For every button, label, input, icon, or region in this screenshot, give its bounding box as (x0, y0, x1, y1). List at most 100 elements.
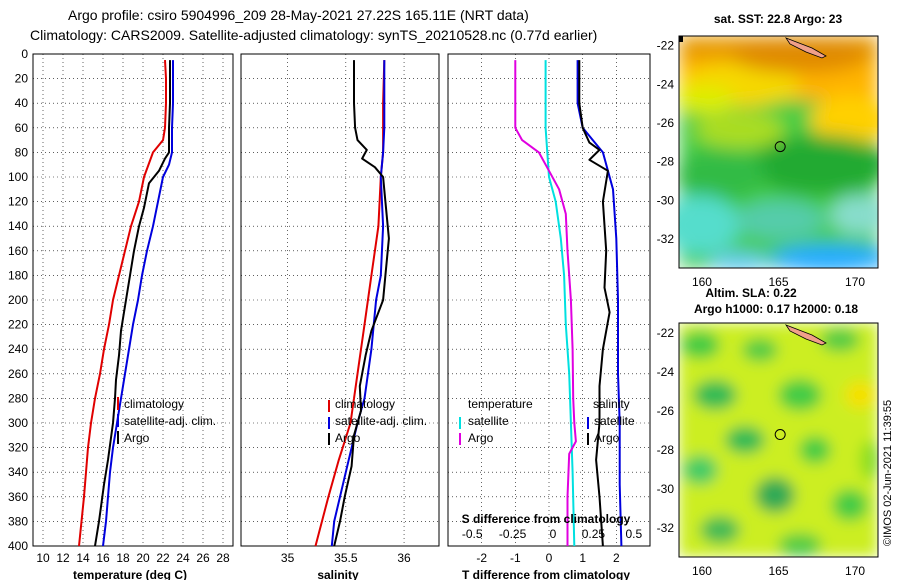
grid-layer (33, 54, 650, 546)
y-tick-label: 320 (8, 441, 28, 455)
map-x-tick-label: 160 (692, 564, 712, 578)
sla-argo-marker (774, 429, 786, 441)
top-x-tick-label: -0.25 (499, 527, 527, 541)
x-tick-label: -2 (476, 551, 487, 565)
x-tick-label: 36 (397, 551, 411, 565)
legend-label-argo: Argo (124, 431, 150, 445)
x-tick-label: 0 (546, 551, 553, 565)
x-tick-label: 35.5 (334, 551, 358, 565)
legend-label-t-satellite: satellite (468, 414, 509, 428)
y-tick-label: 0 (21, 47, 28, 61)
map-x-tick-label: 170 (845, 564, 865, 578)
y-tick-label: 80 (15, 145, 29, 159)
map-y-tick-label: -30 (657, 193, 675, 207)
salinity-xlabel: salinity (317, 568, 359, 580)
y-tick-label: 280 (8, 391, 28, 405)
map-y-tick-label: -22 (657, 326, 675, 340)
ticks-layer: 0204060801001201401601802002202402602803… (8, 39, 865, 578)
y-tick-label: 380 (8, 514, 28, 528)
difference-top-xlabel: S difference from climatology (462, 512, 631, 526)
sla-map-frame (678, 322, 879, 558)
x-tick-label: 16 (96, 551, 110, 565)
legend-title-temperature: temperature (468, 397, 533, 411)
series-line-t-satellite (544, 60, 576, 547)
map-y-tick-label: -32 (657, 232, 675, 246)
y-tick-label: 200 (8, 293, 28, 307)
map-y-tick-label: -24 (657, 77, 675, 91)
y-tick-label: 160 (8, 244, 28, 258)
sst-map-image (679, 36, 878, 268)
y-tick-label: 240 (8, 342, 28, 356)
sst-argo-marker (774, 141, 786, 153)
x-tick-label: 2 (613, 551, 620, 565)
legend-label-t-argo: Argo (468, 431, 494, 445)
y-tick-label: 340 (8, 465, 28, 479)
salinity-legend: climatology satellite-adj. clim. Argo (328, 397, 427, 445)
y-tick-label: 360 (8, 490, 28, 504)
map-x-tick-label: 170 (845, 275, 865, 289)
legend-label-climatology: climatology (335, 397, 395, 411)
x-tick-label: 22 (156, 551, 170, 565)
y-tick-label: 300 (8, 416, 28, 430)
y-tick-label: 120 (8, 195, 28, 209)
temperature-legend: climatology satellite-adj. clim. Argo (117, 397, 216, 445)
legend-label-satellite: satellite-adj. clim. (124, 414, 216, 428)
map-y-tick-label: -32 (657, 521, 675, 535)
x-tick-label: 12 (56, 551, 70, 565)
x-tick-label: -1 (510, 551, 521, 565)
temperature-xlabel: temperature (deg C) (73, 568, 187, 580)
y-tick-label: 60 (15, 121, 29, 135)
map-x-tick-label: 165 (768, 564, 788, 578)
y-tick-label: 100 (8, 170, 28, 184)
x-tick-label: 24 (176, 551, 190, 565)
map-x-tick-label: 160 (692, 275, 712, 289)
map-y-tick-label: -28 (657, 155, 675, 169)
series-line-satellite-adj-clim- (102, 60, 174, 547)
map-x-tick-label: 165 (768, 275, 788, 289)
legend-label-satellite: satellite-adj. clim. (335, 414, 427, 428)
sst-map-title: sat. SST: 22.8 Argo: 23 (714, 12, 843, 26)
x-tick-label: 26 (196, 551, 210, 565)
y-tick-label: 40 (15, 96, 29, 110)
top-x-tick-label: 0 (550, 527, 557, 541)
x-tick-label: 20 (136, 551, 150, 565)
y-tick-label: 180 (8, 268, 28, 282)
legend-label-argo: Argo (335, 431, 361, 445)
legend-label-s-argo: Argo (594, 431, 620, 445)
sla-map-title: Altim. SLA: 0.22 (705, 286, 797, 300)
difference-xlabel: T difference from climatology (462, 568, 630, 580)
x-tick-label: 1 (579, 551, 586, 565)
legend-title-salinity: salinity (593, 397, 630, 411)
top-x-tick-label: -0.5 (462, 527, 483, 541)
series-line-argo (94, 60, 171, 547)
figure-title-line2: Climatology: CARS2009. Satellite-adjuste… (30, 27, 597, 43)
copyright-stamp: ©IMOS 02-Jun-2021 11:39:55 (882, 400, 894, 546)
series-line-s-argo (578, 60, 611, 547)
map-y-tick-label: -30 (657, 482, 675, 496)
x-tick-label: 14 (76, 551, 90, 565)
map-y-tick-label: -26 (657, 116, 675, 130)
map-y-tick-label: -28 (657, 443, 675, 457)
y-tick-label: 20 (15, 72, 29, 86)
sst-map-frame (678, 35, 879, 269)
sla-map-subtitle: Argo h1000: 0.17 h2000: 0.18 (694, 302, 858, 316)
map-y-tick-label: -26 (657, 404, 675, 418)
map-y-tick-label: -24 (657, 365, 675, 379)
y-tick-label: 260 (8, 367, 28, 381)
legend-label-climatology: climatology (124, 397, 184, 411)
top-x-tick-label: 0.25 (582, 527, 606, 541)
x-tick-label: 28 (216, 551, 230, 565)
x-tick-label: 10 (36, 551, 50, 565)
x-tick-label: 18 (116, 551, 130, 565)
x-tick-label: 35 (281, 551, 295, 565)
y-tick-label: 220 (8, 318, 28, 332)
series-layer (78, 60, 623, 547)
series-line-argo (333, 60, 390, 547)
top-x-tick-label: 0.5 (625, 527, 642, 541)
sla-map-image (679, 323, 878, 557)
y-tick-label: 140 (8, 219, 28, 233)
y-tick-label: 400 (8, 539, 28, 553)
map-y-tick-label: -22 (657, 39, 675, 53)
legend-label-s-satellite: satellite (594, 414, 635, 428)
